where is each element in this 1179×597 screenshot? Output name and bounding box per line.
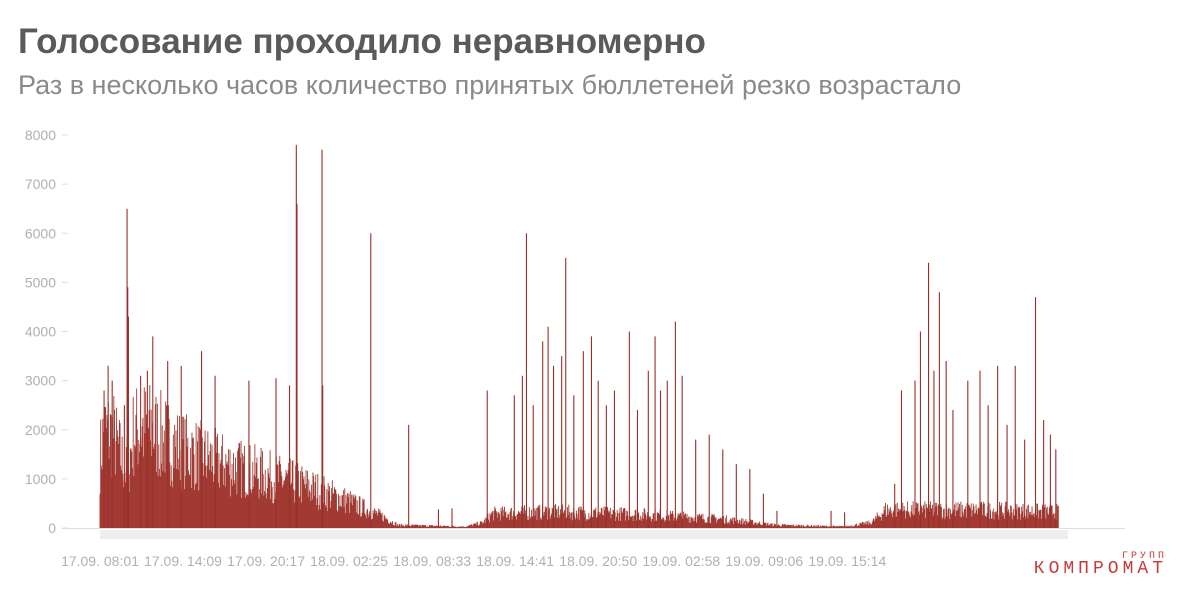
x-tick-label: 18.09. 14:41 xyxy=(476,553,554,569)
x-tick-label: 18.09. 20:50 xyxy=(559,553,637,569)
y-tick-label: 4000 xyxy=(25,324,56,340)
x-tick-label: 17.09. 20:17 xyxy=(227,553,305,569)
publisher-logo: ГРУПП КОМПРОМАТ xyxy=(1034,551,1167,579)
x-tick-label: 19.09. 15:14 xyxy=(808,553,886,569)
x-tick-label: 17.09. 14:09 xyxy=(144,553,222,569)
logo-small-text: ГРУПП xyxy=(1121,551,1167,562)
y-tick-label: 8000 xyxy=(25,127,56,143)
y-tick-label: 7000 xyxy=(25,176,56,192)
y-tick-label: 3000 xyxy=(25,373,56,389)
time-band xyxy=(100,530,1068,539)
y-tick-label: 0 xyxy=(48,520,56,536)
logo-big-text: КОМПРОМАТ xyxy=(1033,559,1167,579)
x-axis: 17.09. 08:01 17.09. 14:09 17.09. 20:17 18.0… xyxy=(61,528,1125,569)
x-tick-label: 19.09. 02:58 xyxy=(642,553,720,569)
x-tick-label: 19.09. 09:06 xyxy=(725,553,803,569)
y-tick-label: 1000 xyxy=(25,471,56,487)
chart-subtitle: Раз в несколько часов количество приняты… xyxy=(18,70,962,100)
x-tick-label: 17.09. 08:01 xyxy=(61,553,139,569)
chart-title: Голосование проходило неравномерно xyxy=(18,22,706,61)
bar-series xyxy=(99,144,1059,528)
x-tick-label: 18.09. 08:33 xyxy=(393,553,471,569)
y-tick-label: 6000 xyxy=(25,225,56,241)
y-tick-label: 5000 xyxy=(25,274,56,290)
y-axis: 0 1000 2000 3000 4000 5000 6000 7000 8000 xyxy=(25,127,68,536)
x-tick-label: 18.09. 02:25 xyxy=(310,553,388,569)
y-tick-label: 2000 xyxy=(25,422,56,438)
